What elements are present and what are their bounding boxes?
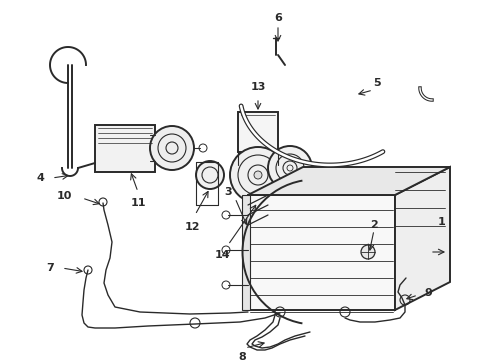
Text: 13: 13 [250,82,265,92]
Text: 3: 3 [224,187,231,197]
Polygon shape [95,125,155,172]
Circle shape [229,147,285,203]
Polygon shape [238,112,278,152]
Text: 10: 10 [57,191,72,201]
Polygon shape [247,167,449,195]
Text: 7: 7 [46,263,54,273]
Text: 1: 1 [437,217,445,227]
Text: 11: 11 [130,198,145,208]
Text: 2: 2 [369,220,377,230]
Text: 6: 6 [273,13,282,23]
Text: 4: 4 [36,173,44,183]
Circle shape [360,245,374,259]
Text: 1: 1 [0,359,1,360]
Text: 5: 5 [372,78,380,88]
Circle shape [150,126,194,170]
Polygon shape [247,195,394,310]
Circle shape [253,171,262,179]
Text: 12: 12 [184,222,199,232]
Text: 14: 14 [214,250,229,260]
Text: 8: 8 [238,352,245,360]
Circle shape [196,161,224,189]
Text: 9: 9 [423,288,431,298]
Circle shape [267,146,311,190]
Polygon shape [242,195,249,310]
Polygon shape [394,167,449,310]
